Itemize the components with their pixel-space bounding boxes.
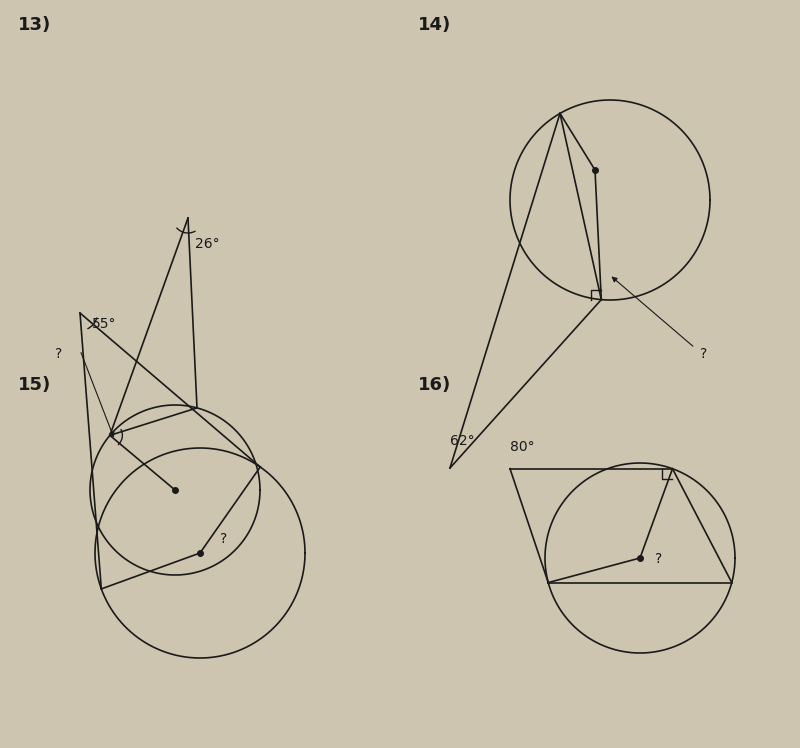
Text: ?: ? bbox=[220, 532, 227, 546]
Text: 13): 13) bbox=[18, 16, 51, 34]
Text: 62°: 62° bbox=[450, 434, 474, 448]
Text: 26°: 26° bbox=[195, 237, 220, 251]
Text: ?: ? bbox=[55, 347, 62, 361]
Text: 16): 16) bbox=[418, 376, 451, 394]
Text: 15): 15) bbox=[18, 376, 51, 394]
Text: 55°: 55° bbox=[92, 317, 117, 331]
Text: ?: ? bbox=[700, 347, 707, 361]
Text: 80°: 80° bbox=[510, 440, 534, 454]
Text: 14): 14) bbox=[418, 16, 451, 34]
Text: ?: ? bbox=[655, 552, 662, 566]
